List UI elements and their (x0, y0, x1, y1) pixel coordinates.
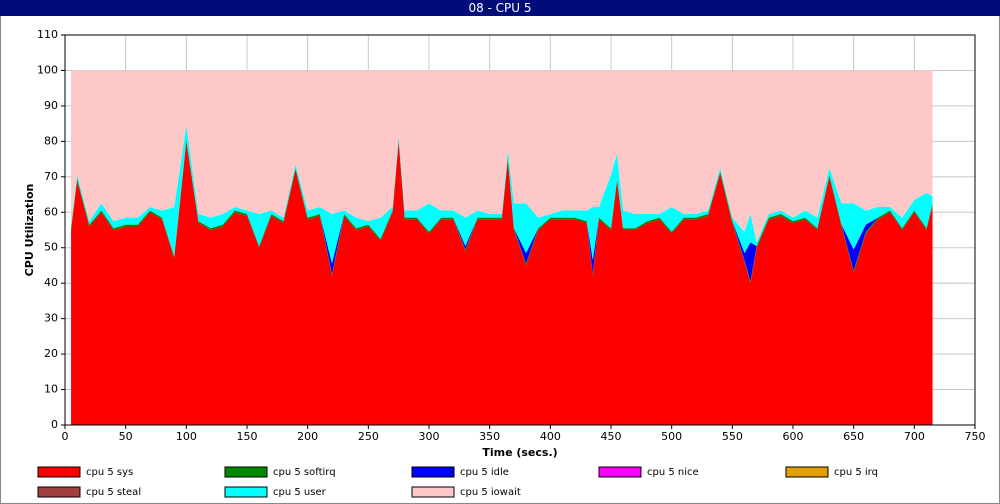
legend-label: cpu 5 steal (86, 487, 141, 498)
y-tick-label: 80 (44, 134, 58, 147)
legend-swatch (224, 486, 268, 498)
legend-swatch (37, 466, 81, 478)
y-tick-label: 10 (44, 383, 58, 396)
x-tick-label: 250 (358, 430, 379, 443)
y-tick-label: 40 (44, 276, 58, 289)
x-tick-label: 150 (237, 430, 258, 443)
y-tick-label: 30 (44, 312, 58, 325)
y-tick-label: 100 (37, 63, 58, 76)
legend-swatch (224, 466, 268, 478)
x-tick-label: 400 (540, 430, 561, 443)
legend-label: cpu 5 irq (834, 467, 878, 478)
y-tick-label: 20 (44, 347, 58, 360)
x-tick-label: 200 (297, 430, 318, 443)
legend-swatch (411, 486, 455, 498)
title-bar (0, 0, 1000, 16)
plot-border (64, 34, 976, 426)
legend-label: cpu 5 user (273, 487, 327, 498)
legend-swatch (785, 466, 829, 478)
x-tick-label: 350 (479, 430, 500, 443)
x-axis-label: Time (secs.) (482, 446, 557, 459)
legend-label: cpu 5 idle (460, 467, 509, 478)
x-tick-label: 50 (119, 430, 133, 443)
x-tick-label: 0 (62, 430, 69, 443)
y-tick-label: 60 (44, 205, 58, 218)
legend-label: cpu 5 iowait (460, 487, 521, 498)
area (71, 70, 933, 243)
legend-label: cpu 5 nice (647, 467, 699, 478)
x-tick-label: 300 (419, 430, 440, 443)
x-tick-label: 100 (176, 430, 197, 443)
x-tick-label: 750 (965, 430, 986, 443)
legend-swatch (411, 466, 455, 478)
x-tick-label: 700 (904, 430, 925, 443)
area (71, 141, 933, 425)
y-tick-label: 90 (44, 99, 58, 112)
chart-title: 08 - CPU 5 (468, 1, 531, 15)
legend-label: cpu 5 softirq (273, 467, 336, 478)
legend-label: cpu 5 sys (86, 467, 133, 478)
y-tick-label: 0 (51, 418, 58, 431)
legend-swatch (598, 466, 642, 478)
y-tick-label: 50 (44, 241, 58, 254)
x-tick-label: 600 (783, 430, 804, 443)
legend-swatch (37, 486, 81, 498)
x-tick-label: 450 (601, 430, 622, 443)
y-axis-label: CPU Utilization (23, 184, 36, 277)
x-tick-label: 650 (843, 430, 864, 443)
y-tick-label: 110 (37, 28, 58, 41)
y-tick-label: 70 (44, 170, 58, 183)
x-tick-label: 550 (722, 430, 743, 443)
x-tick-label: 500 (661, 430, 682, 443)
